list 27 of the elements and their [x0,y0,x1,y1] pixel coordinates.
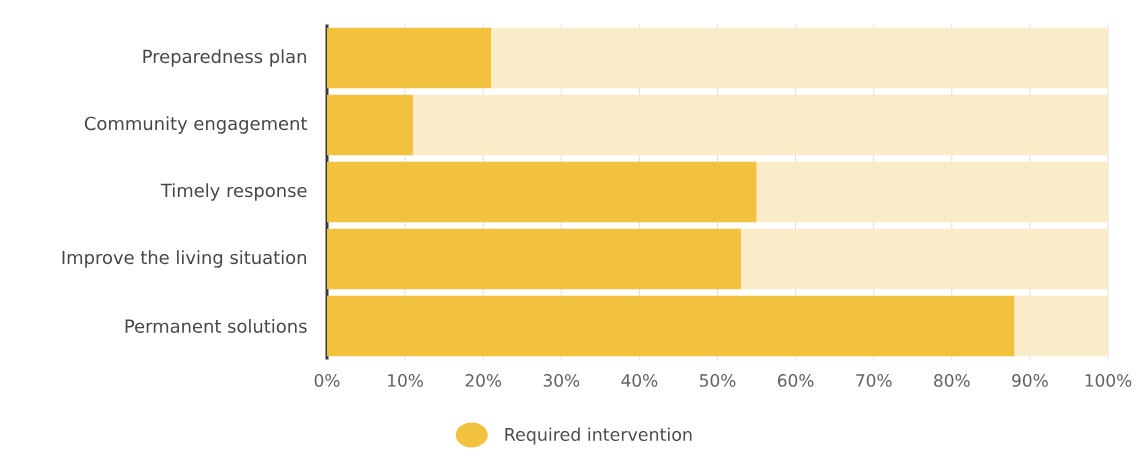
y-tick-label: Preparedness plan [143,49,306,67]
bar [491,27,1109,89]
x-tick-label: 90% [1012,374,1048,387]
bar [327,228,741,290]
y-tick-label: Community engagement [84,116,308,134]
bar [327,295,1015,357]
x-tick-label: 40% [621,374,658,387]
bar [327,27,492,89]
x-tick-label: 80% [934,374,970,387]
y-tick-label: Timely response [160,183,307,201]
bar [1014,295,1109,357]
bar [327,94,413,156]
bar [412,94,1109,156]
y-tick-label: Improve the living situation [62,250,306,268]
x-tick-label: 70% [856,374,892,387]
x-tick-label: 50% [700,374,736,387]
legend-label: Required intervention [505,427,692,445]
x-tick-label: 100% [1085,374,1132,387]
x-tick-label: 60% [777,374,814,387]
bar [327,161,757,223]
bar [756,161,1109,223]
x-tick-label: 30% [543,374,580,387]
bar [740,228,1109,290]
x-tick-label: 20% [465,374,502,387]
x-tick-label: 0% [314,374,340,387]
x-tick-label: 10% [388,374,423,387]
y-tick-label: Permanent solutions [125,319,307,333]
